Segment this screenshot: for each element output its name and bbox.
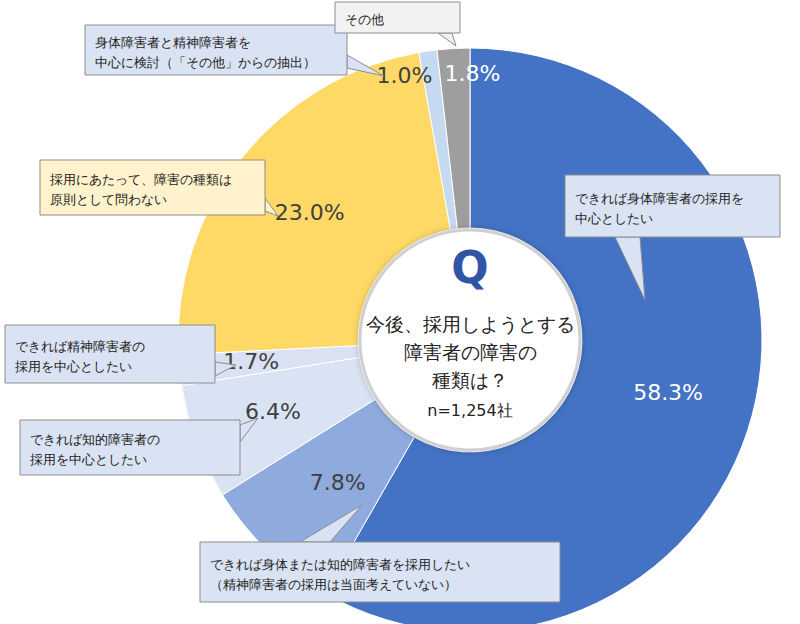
svg-text:中心に検討（「その他」からの抽出）: 中心に検討（「その他」からの抽出） [95,55,316,70]
svg-text:種類は？: 種類は？ [432,369,508,391]
svg-text:6.4%: 6.4% [245,399,301,425]
svg-text:できれば精神障害者の: できれば精神障害者の [15,339,145,354]
svg-text:今後、採用しようとする: 今後、採用しようとする [366,313,575,335]
svg-text:n=1,254社: n=1,254社 [427,401,512,420]
svg-text:7.8%: 7.8% [310,470,366,495]
svg-text:その他: その他 [345,12,384,27]
svg-text:障害者の障害の: 障害者の障害の [404,341,537,363]
svg-text:58.3%: 58.3% [633,380,703,405]
svg-text:できれば身体障害者の採用を: できれば身体障害者の採用を [575,191,744,206]
svg-text:1.8%: 1.8% [444,61,500,86]
svg-text:中心としたい: 中心としたい [575,211,653,226]
svg-text:Q: Q [451,242,488,293]
svg-text:原則として問わない: 原則として問わない [50,192,167,207]
svg-text:採用を中心としたい: 採用を中心としたい [15,359,132,374]
svg-text:できれば身体または知的障害者を採用したい: できれば身体または知的障害者を採用したい [210,557,470,572]
svg-text:1.0%: 1.0% [377,63,433,88]
svg-text:1.7%: 1.7% [223,349,279,374]
svg-text:身体障害者と精神障害者を: 身体障害者と精神障害者を [95,35,251,50]
svg-text:できれば知的障害者の: できれば知的障害者の [30,432,160,447]
svg-text:採用を中心としたい: 採用を中心としたい [30,452,147,467]
svg-text:採用にあたって、障害の種類は: 採用にあたって、障害の種類は [50,172,232,187]
svg-text:（精神障害者の採用は当面考えていない）: （精神障害者の採用は当面考えていない） [210,577,457,592]
svg-text:23.0%: 23.0% [275,200,345,225]
